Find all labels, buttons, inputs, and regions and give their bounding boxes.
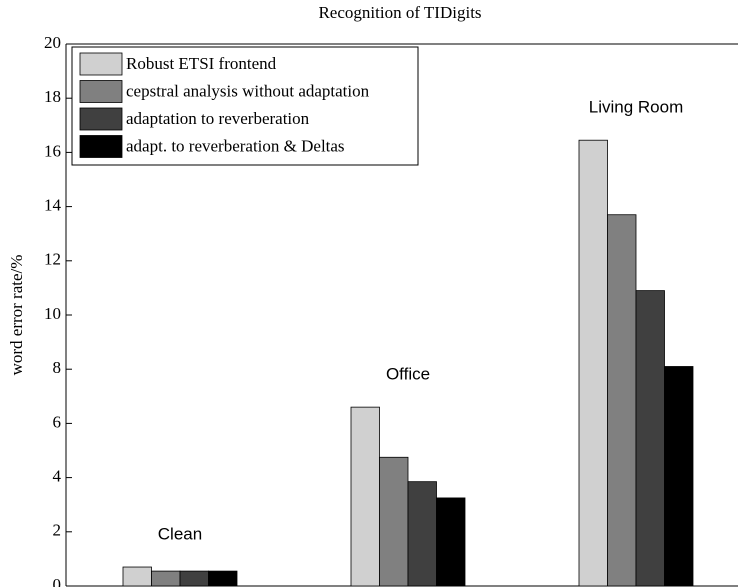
legend-swatch <box>79 107 123 131</box>
legend-swatch <box>79 135 123 158</box>
y-tick-label: 14 <box>44 196 62 215</box>
chart-title: Recognition of TIDigits <box>318 3 481 22</box>
legend-swatch <box>79 80 123 103</box>
group-label: Clean <box>158 525 202 544</box>
bar <box>607 214 637 587</box>
y-tick-label: 6 <box>53 412 62 431</box>
group-label: Office <box>386 365 430 384</box>
y-tick-label: 2 <box>53 521 62 540</box>
bar <box>179 570 209 587</box>
bar <box>436 497 466 587</box>
legend-label: cepstral analysis without adaptation <box>126 81 370 100</box>
y-tick-label: 4 <box>53 467 62 486</box>
y-tick-label: 0 <box>53 575 62 587</box>
bar <box>151 570 181 587</box>
bar <box>122 566 152 587</box>
legend-label: adapt. to reverberation & Deltas <box>126 136 345 155</box>
y-tick-label: 10 <box>44 304 61 323</box>
y-tick-label: 12 <box>44 250 61 269</box>
legend-box <box>71 46 419 166</box>
group-label: Living Room <box>589 98 684 117</box>
y-tick-label: 16 <box>44 141 61 160</box>
y-tick-label: 20 <box>44 33 61 52</box>
bar <box>350 406 380 587</box>
y-tick-label: 8 <box>53 358 62 377</box>
bar <box>578 139 608 587</box>
bar <box>407 481 437 587</box>
bar <box>379 456 409 587</box>
bar <box>664 366 694 587</box>
legend-label: adaptation to reverberation <box>126 109 310 128</box>
legend-label: Robust ETSI frontend <box>126 54 277 73</box>
y-tick-label: 18 <box>44 87 61 106</box>
y-axis-label: word error rate/% <box>7 255 26 376</box>
bar <box>208 570 238 587</box>
bar <box>635 290 665 587</box>
legend-swatch <box>79 52 123 76</box>
